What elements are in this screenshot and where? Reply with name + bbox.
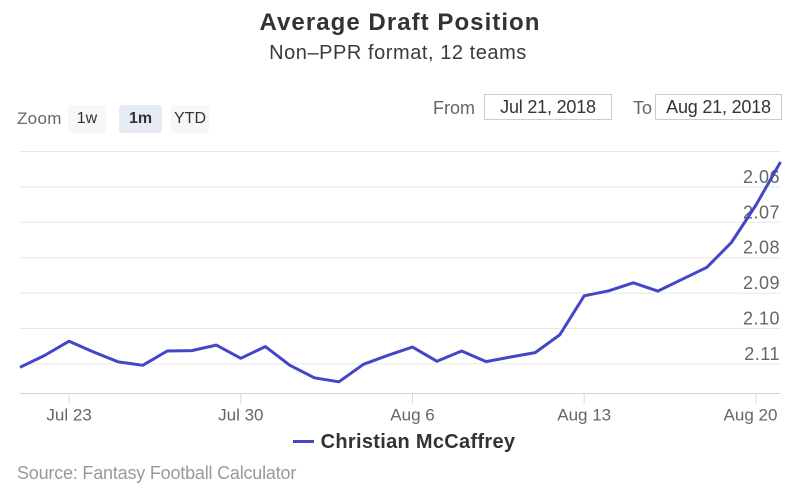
svg-text:2.07: 2.07 [743, 202, 780, 222]
svg-text:2.11: 2.11 [744, 344, 780, 364]
svg-text:2.10: 2.10 [743, 309, 780, 329]
svg-text:Aug 20: Aug 20 [724, 406, 778, 425]
svg-text:2.08: 2.08 [743, 238, 780, 258]
svg-text:2.09: 2.09 [743, 273, 780, 293]
svg-text:Jul 30: Jul 30 [218, 406, 263, 425]
svg-text:Jul 23: Jul 23 [46, 406, 91, 425]
svg-text:Aug 6: Aug 6 [390, 406, 434, 425]
svg-text:Aug 13: Aug 13 [557, 406, 611, 425]
